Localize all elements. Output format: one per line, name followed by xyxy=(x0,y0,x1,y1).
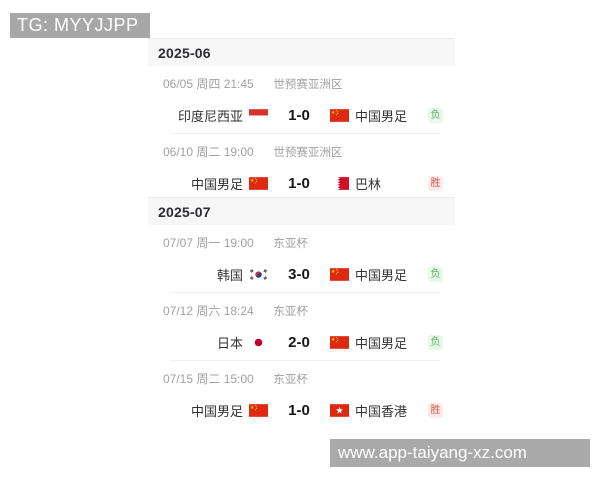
match-item[interactable]: 07/12 周六 18:24 东亚杯 日本 2-0 中国男足 负 xyxy=(148,293,455,361)
competition-label: 世预赛亚洲区 xyxy=(273,147,343,159)
china-flag-icon xyxy=(249,176,268,190)
match-meta-row: 07/07 周一 19:00 东亚杯 xyxy=(148,235,455,251)
home-team: 印度尼西亚 xyxy=(148,106,268,125)
home-team-name: 中国男足 xyxy=(190,403,243,419)
match-meta-row: 07/15 周二 15:00 东亚杯 xyxy=(148,371,455,387)
match-item[interactable]: 07/15 周二 15:00 东亚杯 中国男足 1-0 中国香港 胜 xyxy=(148,361,455,424)
away-team: 中国男足 xyxy=(330,106,407,125)
home-team: 中国男足 xyxy=(148,174,268,193)
home-team: 中国男足 xyxy=(148,401,268,420)
month-label: 2025-07 xyxy=(158,203,211,220)
home-team-name: 韩国 xyxy=(216,267,243,283)
home-team: 韩国 xyxy=(148,265,268,284)
match-row: 韩国 3-0 中国男足 负 xyxy=(148,260,455,288)
away-team: 中国香港 xyxy=(330,401,407,420)
match-item[interactable]: 06/10 周二 19:00 世预赛亚洲区 中国男足 1-0 巴林 胜 xyxy=(148,134,455,197)
china-flag-icon xyxy=(330,267,349,281)
month-header: 2025-07 xyxy=(148,197,455,225)
china-flag-icon xyxy=(330,335,349,349)
match-score: 2-0 xyxy=(288,333,310,351)
competition-label: 东亚杯 xyxy=(273,374,308,386)
hongkong-flag-icon xyxy=(330,403,349,417)
month-matches: 06/05 周四 21:45 世预赛亚洲区 印度尼西亚 1-0 中国男足 负 0… xyxy=(148,66,455,197)
china-flag-icon xyxy=(330,108,349,122)
result-badge: 胜 xyxy=(428,175,443,191)
match-list: 2025-06 06/05 周四 21:45 世预赛亚洲区 印度尼西亚 1-0 … xyxy=(148,38,455,424)
website-watermark-banner: www.app-taiyang-xz.com xyxy=(330,439,590,467)
match-row: 中国男足 1-0 巴林 胜 xyxy=(148,169,455,197)
month-section: 2025-06 06/05 周四 21:45 世预赛亚洲区 印度尼西亚 1-0 … xyxy=(148,38,455,197)
competition-label: 东亚杯 xyxy=(273,238,308,250)
match-score: 3-0 xyxy=(288,265,310,283)
competition-label: 东亚杯 xyxy=(273,306,308,318)
away-team: 中国男足 xyxy=(330,265,407,284)
away-team: 中国男足 xyxy=(330,333,407,352)
away-team-name: 中国男足 xyxy=(355,267,408,283)
match-datetime: 07/15 周二 15:00 xyxy=(163,372,254,386)
match-row: 日本 2-0 中国男足 负 xyxy=(148,328,455,356)
match-row: 印度尼西亚 1-0 中国男足 负 xyxy=(148,101,455,129)
month-label: 2025-06 xyxy=(158,44,211,61)
japan-flag-icon xyxy=(249,335,268,349)
match-datetime: 06/10 周二 19:00 xyxy=(163,145,254,159)
match-meta-row: 06/05 周四 21:45 世预赛亚洲区 xyxy=(148,76,455,92)
match-datetime: 07/12 周六 18:24 xyxy=(163,304,254,318)
match-score: 1-0 xyxy=(288,401,310,419)
month-matches: 07/07 周一 19:00 东亚杯 韩国 3-0 中国男足 负 07/12 周… xyxy=(148,225,455,424)
home-team-name: 日本 xyxy=(216,335,243,351)
result-badge: 负 xyxy=(428,266,443,282)
telegram-watermark-banner: TG: MYYJJPP xyxy=(10,13,150,38)
match-meta-row: 07/12 周六 18:24 东亚杯 xyxy=(148,303,455,319)
away-team-name: 中国男足 xyxy=(355,108,408,124)
home-team-name: 印度尼西亚 xyxy=(177,108,243,124)
away-team-name: 中国男足 xyxy=(355,335,408,351)
match-meta-row: 06/10 周二 19:00 世预赛亚洲区 xyxy=(148,144,455,160)
match-score: 1-0 xyxy=(288,174,310,192)
match-row: 中国男足 1-0 中国香港 胜 xyxy=(148,396,455,424)
home-team: 日本 xyxy=(148,333,268,352)
result-badge: 负 xyxy=(428,334,443,350)
result-badge: 负 xyxy=(428,107,443,123)
china-flag-icon xyxy=(249,403,268,417)
away-team-name: 巴林 xyxy=(355,176,382,192)
away-team: 巴林 xyxy=(330,174,381,193)
indonesia-flag-icon xyxy=(249,108,268,122)
korea-flag-icon xyxy=(249,267,268,281)
home-team-name: 中国男足 xyxy=(190,176,243,192)
match-datetime: 06/05 周四 21:45 xyxy=(163,77,254,91)
month-header: 2025-06 xyxy=(148,38,455,66)
away-team-name: 中国香港 xyxy=(355,403,408,419)
result-badge: 胜 xyxy=(428,402,443,418)
match-datetime: 07/07 周一 19:00 xyxy=(163,236,254,250)
month-section: 2025-07 07/07 周一 19:00 东亚杯 韩国 3-0 中国男足 负… xyxy=(148,197,455,424)
bahrain-flag-icon xyxy=(330,176,349,190)
match-score: 1-0 xyxy=(288,106,310,124)
competition-label: 世预赛亚洲区 xyxy=(273,79,343,91)
match-item[interactable]: 07/07 周一 19:00 东亚杯 韩国 3-0 中国男足 负 xyxy=(148,225,455,293)
match-item[interactable]: 06/05 周四 21:45 世预赛亚洲区 印度尼西亚 1-0 中国男足 负 xyxy=(148,66,455,134)
